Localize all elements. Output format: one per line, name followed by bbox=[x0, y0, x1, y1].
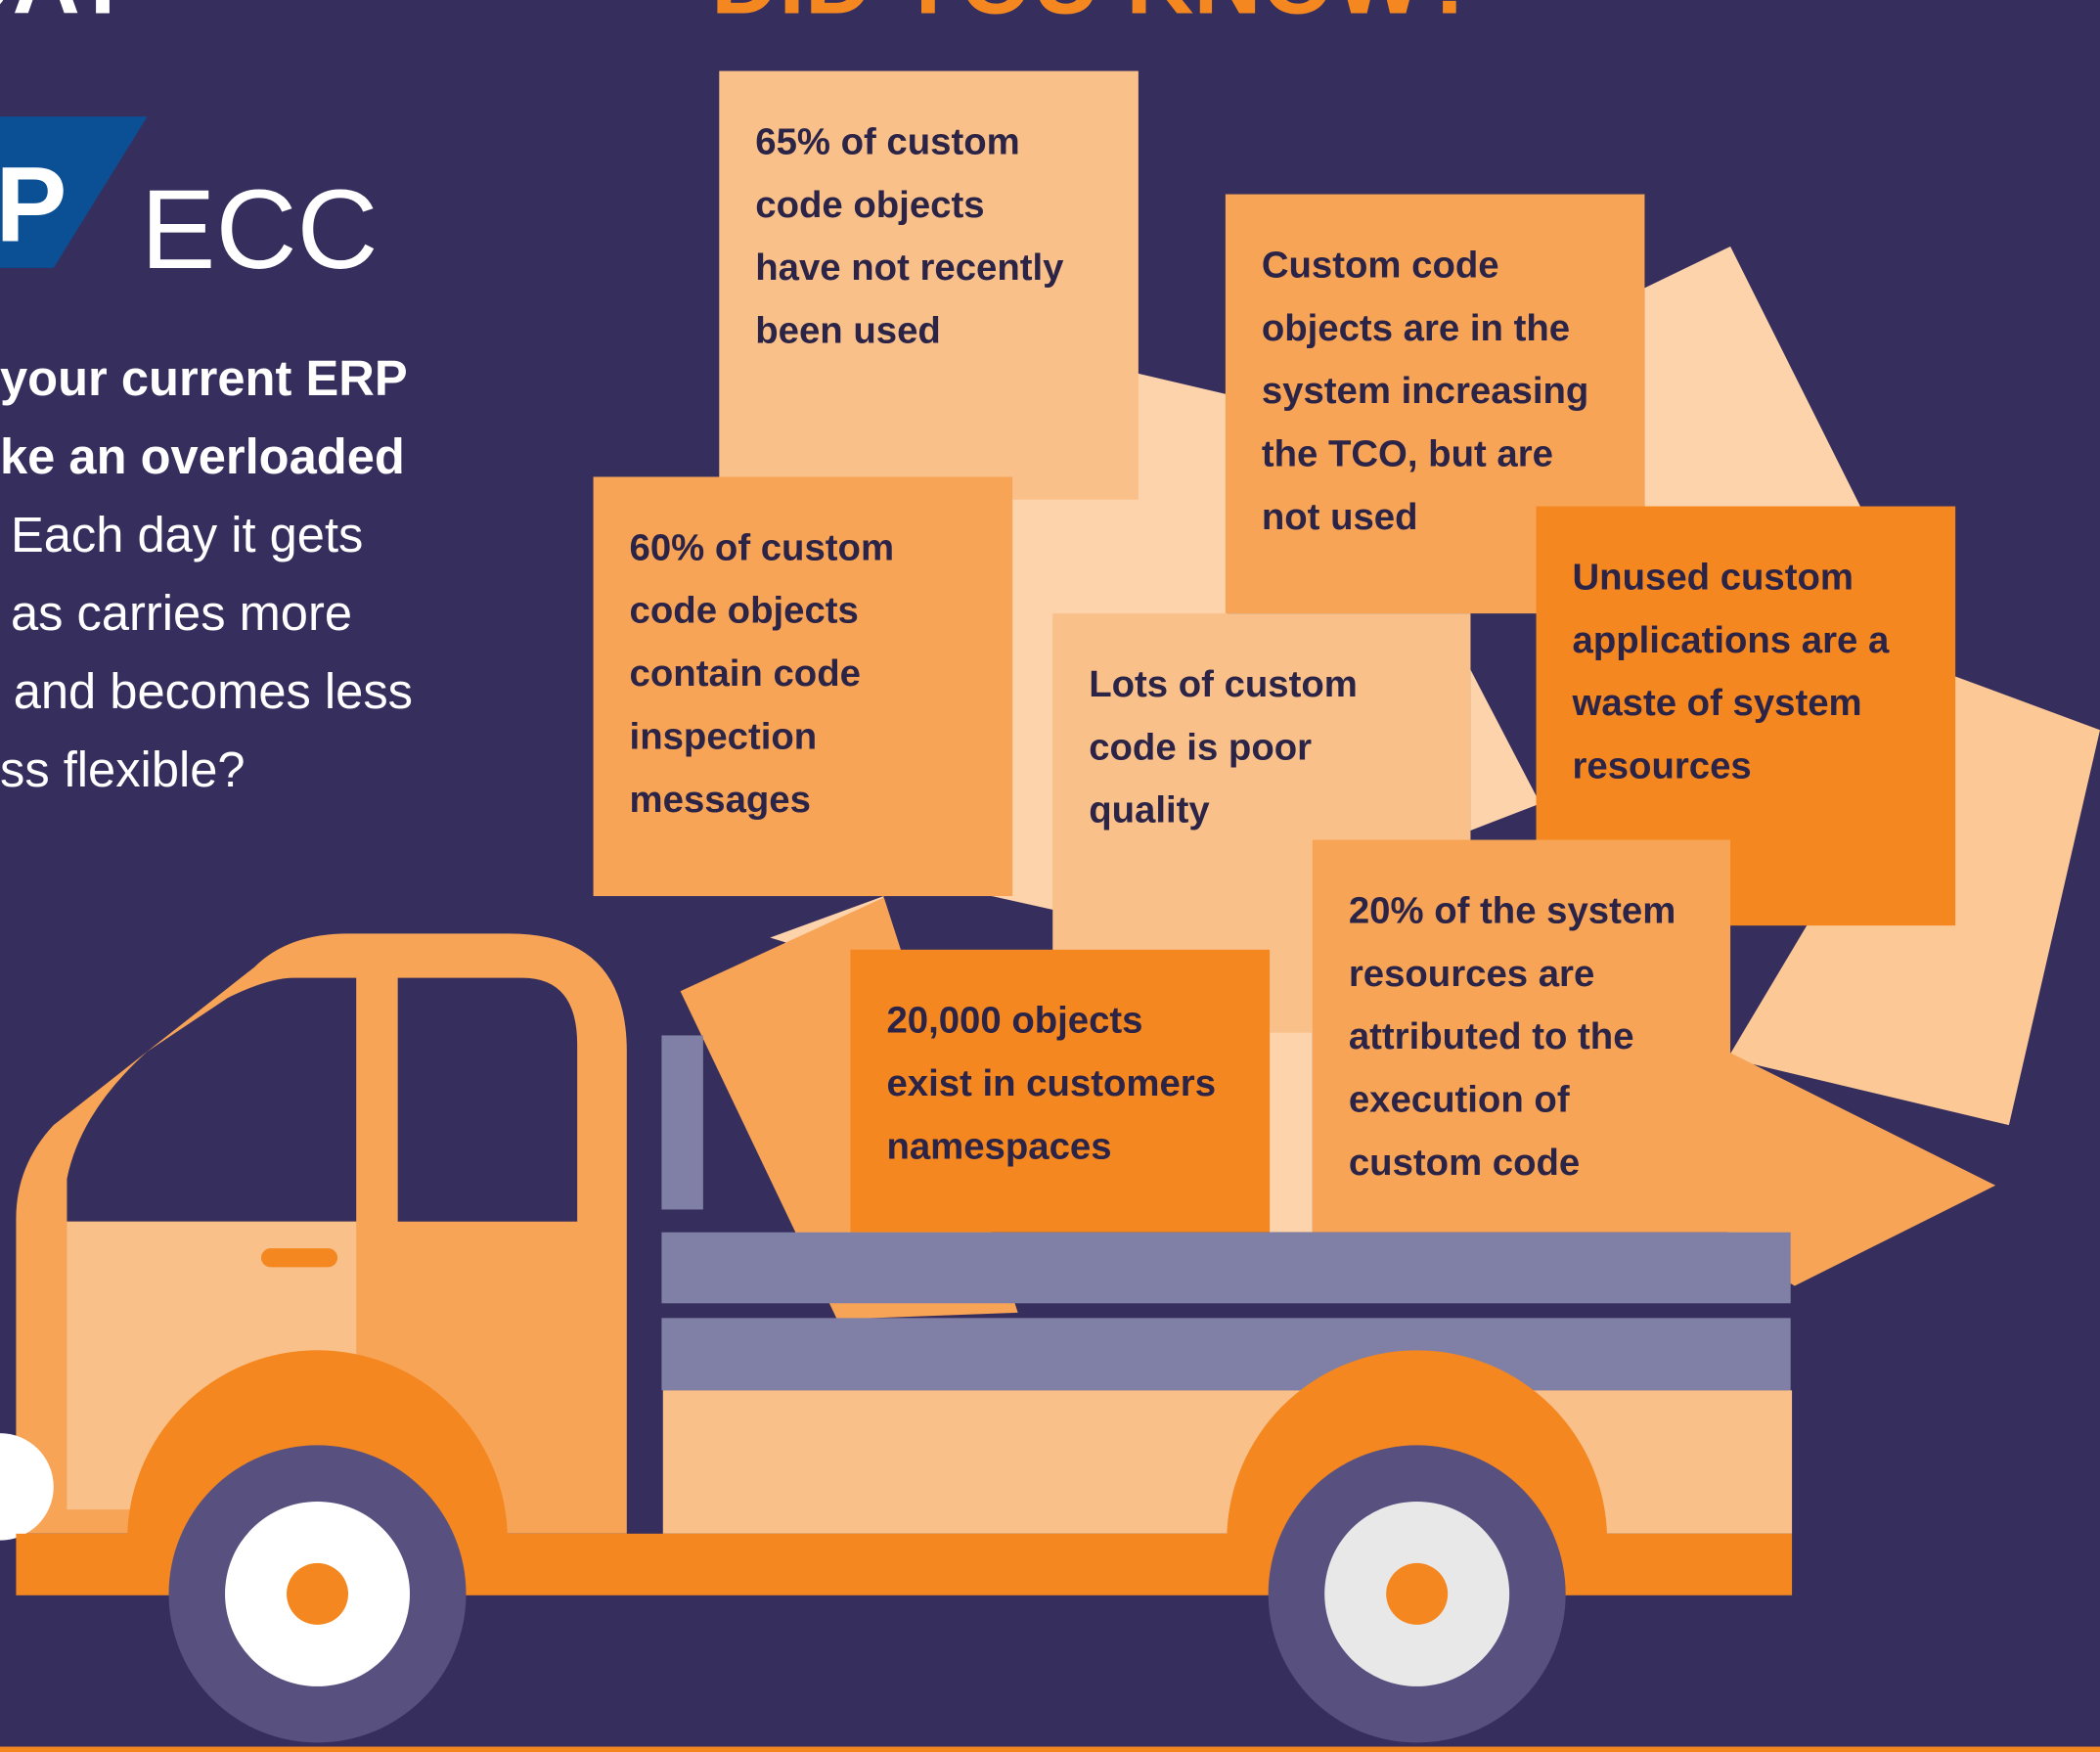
cab-window bbox=[398, 978, 577, 1222]
door-handle bbox=[261, 1248, 337, 1267]
note-line: contain code bbox=[630, 652, 861, 695]
note-line: namespaces bbox=[886, 1125, 1111, 1167]
wheel-center bbox=[1386, 1563, 1448, 1625]
left-title: DAY bbox=[0, 0, 134, 34]
infographic: DAY DID YOU KNOW? P ECC your current ERP… bbox=[0, 0, 2100, 1752]
note-line: the TCO, but are bbox=[1262, 433, 1553, 475]
logo-text: ECC bbox=[141, 167, 379, 292]
note: 20,000 objects exist in customers namespac… bbox=[850, 950, 1270, 1233]
note-line: custom code bbox=[1349, 1142, 1580, 1184]
intro-line: Each day it gets bbox=[11, 507, 363, 562]
note: 20% of the system resources are attributed… bbox=[1313, 840, 1730, 1233]
note-line: exist in customers bbox=[886, 1062, 1216, 1104]
note: 60% of custom code objects contain code ins… bbox=[594, 476, 1013, 896]
bed-post bbox=[661, 1035, 702, 1209]
note-line: system increasing bbox=[1262, 370, 1588, 412]
note-line: waste of system bbox=[1572, 682, 1862, 724]
intro-line: as carries more bbox=[11, 585, 352, 641]
intro-line: ss flexible? bbox=[0, 741, 246, 797]
wheel-center bbox=[287, 1563, 348, 1625]
note-line: quality bbox=[1089, 789, 1210, 831]
note-line: code is poor bbox=[1089, 726, 1312, 768]
note-line: attributed to the bbox=[1349, 1015, 1634, 1057]
note-line: code objects bbox=[630, 590, 859, 632]
note-line: Custom code bbox=[1262, 244, 1499, 286]
bed-rail bbox=[661, 1318, 1790, 1390]
logo-letter: P bbox=[0, 145, 67, 264]
note-line: messages bbox=[630, 779, 811, 821]
note-line: been used bbox=[755, 310, 941, 352]
note: 65% of custom code objects have not recent… bbox=[719, 71, 1139, 500]
note-line: resources are bbox=[1349, 953, 1594, 995]
intro-line: and becomes less bbox=[14, 663, 413, 719]
note-line: have not recently bbox=[755, 247, 1064, 289]
note-line: applications are a bbox=[1573, 619, 1890, 661]
page: DAY DID YOU KNOW? P ECC your current ERP… bbox=[0, 0, 2100, 1752]
bottom-rule bbox=[0, 1747, 2100, 1752]
note-line: inspection bbox=[630, 715, 818, 757]
note-line: Lots of custom bbox=[1089, 663, 1358, 705]
paper bbox=[1270, 1031, 1313, 1232]
note-line: not used bbox=[1262, 496, 1418, 538]
truck-bed bbox=[663, 1390, 1792, 1534]
title: DID YOU KNOW? bbox=[711, 0, 1480, 34]
note-line: 60% of custom bbox=[630, 526, 895, 568]
note-line: execution of bbox=[1349, 1078, 1570, 1120]
note-line: 20% of the system bbox=[1349, 889, 1676, 931]
note-line: objects are in the bbox=[1262, 307, 1570, 349]
note-line: code objects bbox=[755, 184, 984, 226]
intro-line: ke an overloaded bbox=[0, 428, 405, 484]
note-line: Unused custom bbox=[1573, 556, 1854, 598]
note-line: 65% of custom bbox=[755, 120, 1019, 162]
intro-line: your current ERP bbox=[0, 350, 408, 406]
bed-rail bbox=[661, 1233, 1790, 1304]
note-line: 20,000 objects bbox=[886, 1000, 1142, 1042]
note-line: resources bbox=[1573, 745, 1752, 787]
